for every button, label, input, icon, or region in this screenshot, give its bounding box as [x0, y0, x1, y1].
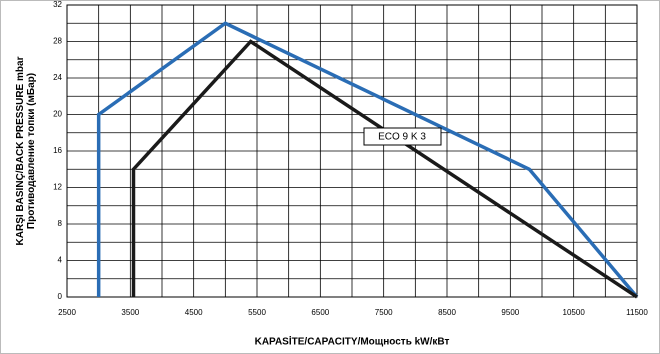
y-tick-label: 12 [53, 183, 62, 192]
x-axis-label: KAPASİTE/CAPACITY/Мощность kW/кВт [255, 335, 450, 348]
annotation: ECO 9 K 3 [378, 132, 426, 143]
y-tick-label: 8 [58, 219, 63, 228]
x-tick-label: 8500 [438, 308, 456, 317]
x-tick-label: 4500 [185, 308, 203, 317]
x-tick-label: 6500 [311, 308, 329, 317]
y-tick-label: 20 [53, 110, 62, 119]
y-tick-label: 32 [53, 0, 62, 9]
y-axis-label-line: Противодавление топки (мБар) [26, 73, 37, 229]
y-tick-label: 16 [53, 146, 62, 155]
x-tick-label: 5500 [248, 308, 266, 317]
x-tick-label: 2500 [58, 308, 76, 317]
y-tick-label: 24 [53, 73, 62, 82]
annotation-box [363, 127, 442, 146]
y-tick-label: 4 [58, 256, 63, 265]
y-axis-label-line: KARŞI BASINÇ/BACK PRESSURE mbar [15, 56, 26, 245]
y-tick-label: 0 [58, 292, 63, 301]
x-tick-label: 3500 [121, 308, 139, 317]
series-line [131, 39, 638, 299]
x-tick-label: 7500 [375, 308, 393, 317]
x-tick-label: 10500 [563, 308, 586, 317]
x-tick-label: 9500 [501, 308, 519, 317]
x-tick-label: 11500 [626, 308, 648, 317]
y-tick-label: 28 [53, 37, 62, 46]
y-axis-label: KARŞI BASINÇ/BACK PRESSURE mbarПротивода… [15, 56, 37, 245]
series-line [96, 21, 639, 299]
